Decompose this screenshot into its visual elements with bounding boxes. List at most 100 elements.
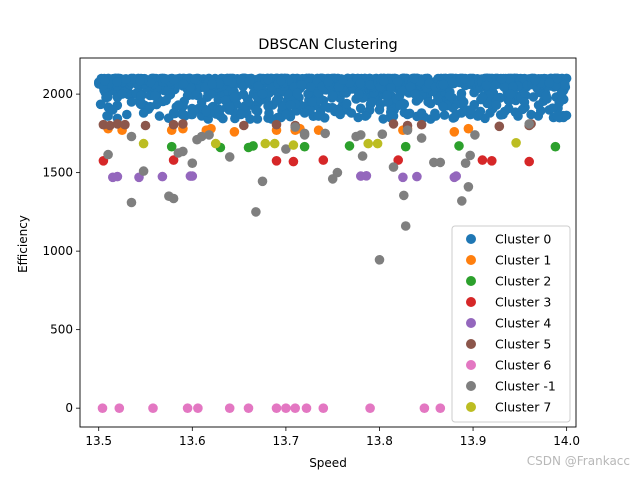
data-point — [271, 95, 282, 106]
data-point — [307, 97, 317, 107]
data-point — [533, 100, 544, 110]
data-point — [388, 111, 399, 121]
data-point — [99, 76, 110, 86]
data-point — [530, 75, 541, 85]
legend-marker — [466, 297, 476, 307]
data-point — [95, 99, 106, 110]
data-point — [271, 156, 282, 166]
x-tick-label: 13.7 — [273, 434, 300, 448]
data-point — [511, 138, 521, 148]
data-point — [281, 109, 291, 120]
data-point — [507, 81, 518, 92]
y-tick-label: 1500 — [42, 166, 73, 180]
data-point — [561, 110, 572, 121]
data-point — [327, 102, 338, 113]
data-point — [400, 221, 411, 231]
y-tick-label: 0 — [65, 401, 73, 415]
data-point — [168, 119, 179, 130]
data-point — [117, 89, 127, 99]
y-axis: 0 500 1000 1500 2000 — [42, 87, 80, 415]
data-point — [290, 122, 301, 132]
data-point — [210, 138, 221, 149]
data-point — [454, 141, 464, 151]
data-point — [430, 111, 441, 121]
data-point — [318, 155, 329, 165]
data-point — [178, 79, 189, 89]
legend-marker — [466, 234, 476, 244]
data-point — [138, 108, 149, 118]
data-point — [544, 78, 555, 88]
data-point — [481, 80, 492, 91]
data-point — [296, 80, 307, 90]
data-point — [460, 158, 471, 168]
data-point — [114, 403, 125, 414]
data-point — [187, 158, 198, 168]
data-point — [412, 171, 422, 182]
data-point — [374, 105, 385, 115]
data-point — [229, 92, 240, 103]
data-point — [400, 141, 411, 152]
data-point — [121, 74, 131, 84]
data-point — [463, 123, 474, 134]
data-point — [458, 97, 469, 107]
data-point — [438, 79, 449, 90]
data-point — [378, 76, 389, 86]
legend-marker — [466, 318, 476, 328]
data-point — [357, 151, 368, 161]
data-point — [526, 109, 536, 120]
data-point — [290, 403, 301, 414]
data-point — [207, 79, 217, 89]
data-point — [332, 167, 343, 178]
plot-area — [79, 57, 577, 428]
data-point — [409, 73, 420, 84]
data-point — [271, 403, 282, 414]
legend-marker — [466, 255, 476, 265]
data-point — [323, 77, 334, 87]
data-point — [215, 111, 226, 121]
data-point — [528, 92, 539, 102]
data-point — [489, 80, 500, 90]
data-point — [550, 141, 561, 152]
data-point — [214, 79, 225, 89]
data-point — [386, 83, 396, 93]
legend-marker — [466, 276, 476, 286]
data-point — [496, 74, 507, 84]
plot-frame — [79, 57, 577, 428]
data-point — [224, 101, 235, 112]
data-point — [112, 171, 123, 182]
x-tick-label: 13.8 — [366, 434, 393, 448]
data-point — [503, 103, 514, 114]
x-tick-label: 14.0 — [553, 434, 580, 448]
data-point — [435, 403, 446, 414]
data-point — [299, 141, 310, 152]
data-point — [398, 172, 408, 183]
data-point — [112, 77, 122, 87]
data-point — [187, 171, 198, 181]
data-point — [377, 129, 388, 139]
data-point — [416, 119, 427, 130]
data-point — [463, 182, 474, 192]
data-point — [344, 141, 355, 151]
data-point — [557, 87, 567, 98]
data-point — [159, 73, 170, 84]
data-point — [204, 130, 214, 140]
data-point — [122, 109, 132, 120]
data-point — [472, 111, 483, 121]
data-point — [355, 78, 366, 89]
data-point — [288, 156, 299, 167]
data-point — [145, 77, 156, 88]
data-point — [449, 127, 460, 137]
data-point — [410, 89, 420, 99]
data-point — [224, 152, 235, 162]
data-point — [126, 97, 137, 107]
data-point — [239, 120, 249, 131]
data-point — [236, 109, 246, 120]
data-point — [187, 109, 198, 120]
data-point — [435, 157, 446, 168]
data-point — [168, 74, 179, 85]
data-point — [354, 89, 364, 99]
data-point — [263, 74, 274, 85]
data-point — [126, 131, 137, 142]
data-point — [392, 77, 403, 87]
data-point — [288, 140, 299, 150]
